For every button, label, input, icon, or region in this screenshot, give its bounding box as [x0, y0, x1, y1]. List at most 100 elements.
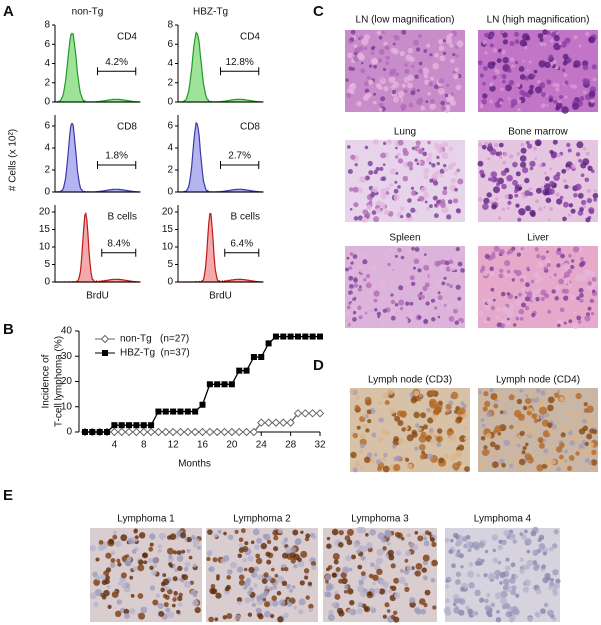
- texture: [561, 68, 566, 72]
- texture: [482, 203, 489, 210]
- texture: [381, 176, 387, 182]
- texture: [123, 608, 130, 615]
- texture: [506, 311, 514, 319]
- texture: [571, 164, 576, 169]
- texture: [401, 83, 406, 88]
- texture: [465, 534, 471, 540]
- texture: [507, 317, 510, 321]
- texture: [506, 174, 513, 182]
- y-tick-label: 0: [44, 97, 50, 108]
- texture: [453, 198, 459, 204]
- texture: [414, 607, 421, 614]
- texture: [356, 101, 362, 107]
- texture: [271, 595, 278, 601]
- texture: [519, 278, 524, 283]
- texture: [349, 208, 353, 211]
- texture: [494, 68, 499, 73]
- texture: [370, 264, 377, 271]
- texture: [403, 569, 410, 575]
- texture: [387, 549, 394, 557]
- texture: [460, 401, 465, 406]
- texture: [482, 82, 486, 86]
- texture: [458, 252, 464, 258]
- texture: [407, 82, 413, 89]
- texture: [580, 162, 587, 169]
- texture: [359, 527, 367, 534]
- texture: [427, 91, 431, 96]
- texture: [428, 152, 433, 158]
- texture: [532, 549, 539, 556]
- texture: [522, 91, 528, 97]
- texture: [500, 590, 508, 598]
- texture: [443, 167, 449, 173]
- texture: [354, 163, 358, 167]
- marker: [140, 422, 147, 429]
- marker: [227, 427, 237, 437]
- texture: [490, 287, 495, 292]
- texture: [417, 89, 420, 92]
- texture: [437, 315, 441, 319]
- y-tick-label: 0: [167, 187, 173, 198]
- marker: [317, 333, 323, 340]
- texture: [361, 61, 364, 65]
- texture: [582, 146, 587, 151]
- texture: [422, 285, 428, 292]
- texture: [556, 466, 561, 472]
- y-tick-label: 0: [167, 277, 173, 288]
- texture: [404, 63, 408, 67]
- texture: [490, 441, 496, 448]
- texture: [244, 597, 251, 604]
- texture: [176, 555, 184, 562]
- texture: [484, 141, 488, 145]
- texture: [356, 608, 363, 615]
- texture: [504, 603, 511, 609]
- texture: [535, 86, 543, 94]
- texture: [423, 49, 428, 53]
- texture: [517, 443, 521, 448]
- texture: [499, 571, 506, 579]
- texture: [419, 394, 423, 398]
- legend-label: non-Tg (n=27): [120, 334, 189, 345]
- texture: [587, 281, 592, 286]
- staining-image: [349, 388, 470, 473]
- texture: [238, 543, 243, 547]
- texture: [434, 279, 442, 287]
- texture: [569, 440, 575, 446]
- texture: [346, 92, 352, 98]
- marker: [82, 429, 88, 435]
- texture: [514, 189, 518, 193]
- texture: [496, 315, 500, 320]
- texture: [432, 605, 437, 610]
- texture: [484, 253, 490, 259]
- texture: [533, 146, 537, 151]
- texture: [564, 37, 571, 44]
- texture: [514, 439, 520, 444]
- texture: [452, 70, 457, 74]
- texture: [421, 567, 427, 573]
- texture: [489, 43, 494, 48]
- texture: [358, 315, 363, 320]
- texture: [549, 207, 553, 211]
- texture: [580, 173, 585, 177]
- texture: [484, 598, 489, 604]
- texture: [252, 528, 260, 536]
- x-axis-label: Months: [178, 459, 211, 470]
- texture: [533, 565, 539, 571]
- texture: [531, 413, 537, 419]
- texture: [293, 564, 298, 569]
- texture: [422, 554, 430, 562]
- texture: [442, 189, 448, 196]
- texture: [539, 414, 545, 420]
- texture: [545, 104, 549, 107]
- texture: [416, 162, 420, 166]
- texture: [378, 35, 383, 40]
- image-caption: Lymph node (CD3): [368, 375, 452, 386]
- texture: [384, 531, 392, 538]
- marker: [170, 408, 177, 415]
- texture: [507, 68, 512, 73]
- texture: [422, 309, 427, 314]
- texture: [546, 79, 552, 85]
- texture: [518, 308, 525, 315]
- texture: [149, 542, 154, 547]
- texture: [192, 563, 197, 568]
